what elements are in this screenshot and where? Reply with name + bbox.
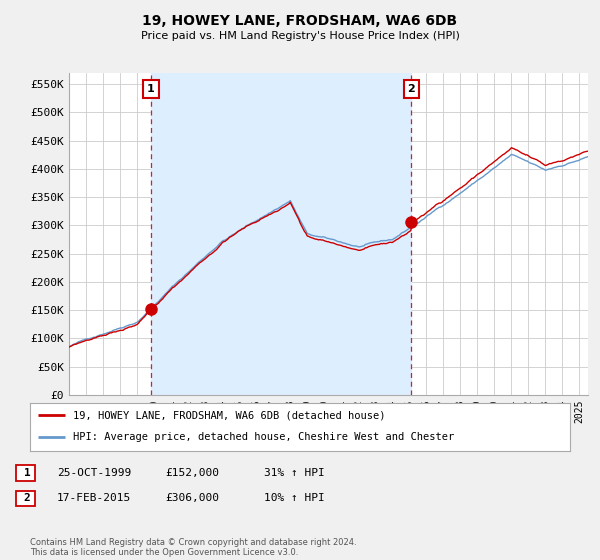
- Text: Contains HM Land Registry data © Crown copyright and database right 2024.
This d: Contains HM Land Registry data © Crown c…: [30, 538, 356, 557]
- Text: Price paid vs. HM Land Registry's House Price Index (HPI): Price paid vs. HM Land Registry's House …: [140, 31, 460, 41]
- Text: 1: 1: [23, 468, 31, 478]
- Text: 25-OCT-1999: 25-OCT-1999: [57, 468, 131, 478]
- Text: 31% ↑ HPI: 31% ↑ HPI: [264, 468, 325, 478]
- Text: 1: 1: [147, 84, 155, 94]
- Text: 19, HOWEY LANE, FRODSHAM, WA6 6DB: 19, HOWEY LANE, FRODSHAM, WA6 6DB: [142, 14, 458, 28]
- Text: 19, HOWEY LANE, FRODSHAM, WA6 6DB (detached house): 19, HOWEY LANE, FRODSHAM, WA6 6DB (detac…: [73, 410, 386, 420]
- Text: 10% ↑ HPI: 10% ↑ HPI: [264, 493, 325, 503]
- Text: £306,000: £306,000: [165, 493, 219, 503]
- Text: 2: 2: [407, 84, 415, 94]
- Text: 17-FEB-2015: 17-FEB-2015: [57, 493, 131, 503]
- Text: HPI: Average price, detached house, Cheshire West and Chester: HPI: Average price, detached house, Ches…: [73, 432, 454, 442]
- Bar: [151, 73, 412, 395]
- Text: £152,000: £152,000: [165, 468, 219, 478]
- Text: 2: 2: [23, 493, 31, 503]
